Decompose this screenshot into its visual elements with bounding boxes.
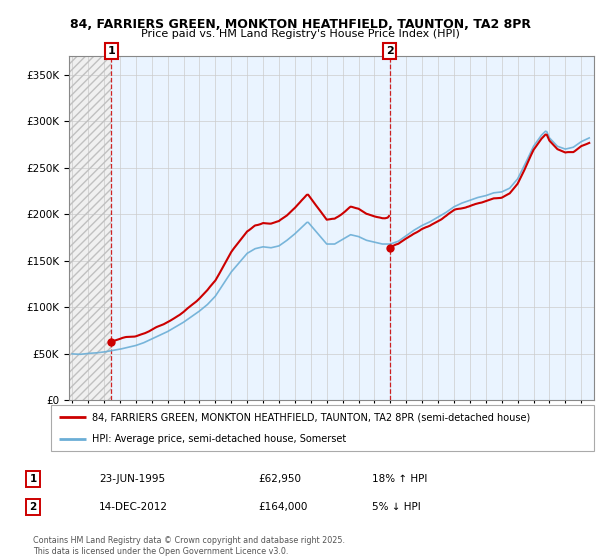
Text: 2: 2 bbox=[386, 46, 394, 56]
Text: 23-JUN-1995: 23-JUN-1995 bbox=[99, 474, 165, 484]
Text: 1: 1 bbox=[29, 474, 37, 484]
Text: Price paid vs. HM Land Registry's House Price Index (HPI): Price paid vs. HM Land Registry's House … bbox=[140, 29, 460, 39]
Text: £164,000: £164,000 bbox=[258, 502, 307, 512]
Text: 18% ↑ HPI: 18% ↑ HPI bbox=[372, 474, 427, 484]
Text: 84, FARRIERS GREEN, MONKTON HEATHFIELD, TAUNTON, TA2 8PR: 84, FARRIERS GREEN, MONKTON HEATHFIELD, … bbox=[70, 18, 530, 31]
Text: 5% ↓ HPI: 5% ↓ HPI bbox=[372, 502, 421, 512]
Text: 14-DEC-2012: 14-DEC-2012 bbox=[99, 502, 168, 512]
Text: HPI: Average price, semi-detached house, Somerset: HPI: Average price, semi-detached house,… bbox=[92, 435, 346, 444]
FancyBboxPatch shape bbox=[51, 405, 594, 451]
Bar bbox=[112, 56, 390, 400]
Text: 2: 2 bbox=[29, 502, 37, 512]
Text: Contains HM Land Registry data © Crown copyright and database right 2025.
This d: Contains HM Land Registry data © Crown c… bbox=[33, 536, 345, 556]
Text: £62,950: £62,950 bbox=[258, 474, 301, 484]
Text: 1: 1 bbox=[107, 46, 115, 56]
Bar bbox=[69, 56, 112, 400]
Text: 84, FARRIERS GREEN, MONKTON HEATHFIELD, TAUNTON, TA2 8PR (semi-detached house): 84, FARRIERS GREEN, MONKTON HEATHFIELD, … bbox=[92, 412, 530, 422]
Bar bbox=[390, 56, 594, 400]
Bar bbox=[69, 56, 112, 400]
